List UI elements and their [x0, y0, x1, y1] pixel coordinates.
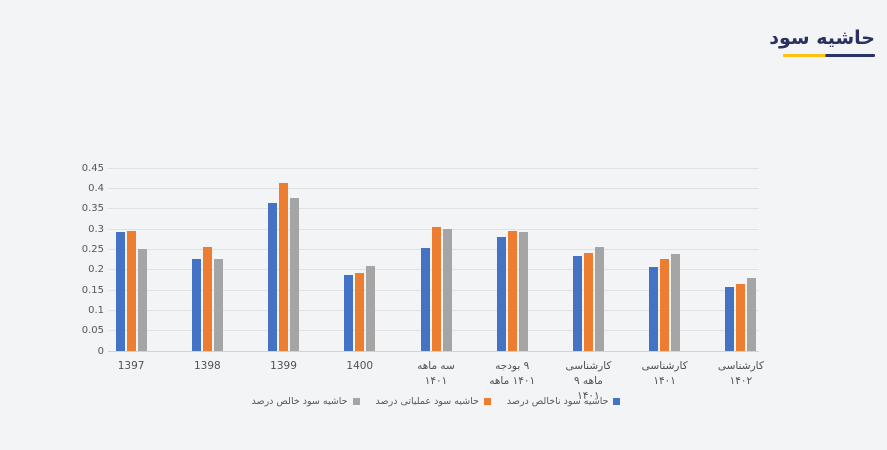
page-title: حاشیه سود — [769, 27, 875, 49]
bar-gross-margin-1 — [191, 259, 201, 351]
bar-net-margin-3 — [366, 266, 376, 351]
gridline — [108, 208, 759, 210]
bar-net-margin-1 — [213, 258, 223, 351]
x-axis-label: کارشناسی ۱۴۰۲ — [695, 359, 787, 389]
x-axis-label-line: ۱۴۰۱ — [424, 375, 448, 387]
legend-item-operating-margin: حاشیه سود عملیاتی درصد — [376, 396, 491, 407]
x-axis-label-line: ۱۴۰۲ — [729, 375, 753, 387]
y-tick-label: 0 — [97, 345, 104, 357]
bar-net-margin-6 — [594, 246, 604, 351]
bar-net-margin-5 — [518, 231, 528, 351]
bar-operating-margin-5 — [507, 230, 517, 351]
legend-swatch-icon — [613, 398, 621, 405]
x-axis-label-line: 1398 — [193, 360, 221, 372]
profit-margin-chart: 0 0.05 0.1 0.15 0.2 0.25 0.3 0.35 0.4 0.45 1397 13… — [60, 160, 805, 440]
bar-operating-margin-7 — [660, 259, 670, 351]
legend-swatch-icon — [483, 398, 491, 405]
y-tick-label: 0.1 — [88, 304, 104, 316]
bar-gross-margin-8 — [725, 287, 735, 351]
x-axis-label-line: ۹‎ ماهه — [573, 375, 603, 387]
x-axis-label-line: 1399 — [270, 360, 297, 372]
bar-net-margin-4 — [442, 228, 452, 351]
x-axis-label: کارشناسی ۹‎ ماهه ۱۴۰۱ — [542, 359, 634, 404]
legend-label: حاشیه سود عملیاتی درصد — [375, 396, 479, 407]
bar-operating-margin-1 — [202, 246, 212, 351]
x-axis-label-line: ۱۴۰۱ — [653, 375, 676, 387]
x-axis-label-line: کارشناسی — [717, 360, 764, 372]
gridline — [108, 350, 759, 352]
x-axis-label: 1400 — [314, 359, 406, 374]
x-axis-label: 1398 — [161, 359, 253, 374]
bar-gross-margin-4 — [420, 247, 430, 351]
bar-operating-margin-2 — [279, 183, 289, 351]
y-tick-label: 0.45 — [81, 162, 104, 174]
x-axis-label: 1399 — [237, 359, 329, 374]
x-axis-label-line: ماهه‎ ۱۴۰۱ — [489, 375, 536, 387]
bar-operating-margin-8 — [736, 283, 746, 351]
x-axis-label-line: بودجه‎ ۹ — [495, 360, 530, 372]
bar-gross-margin-0 — [115, 231, 125, 351]
legend-swatch-icon — [352, 398, 360, 405]
y-tick-label: 0.25 — [81, 243, 104, 255]
bar-operating-margin-0 — [126, 230, 136, 351]
legend-item-net-margin: حاشیه سود خالص درصد — [252, 396, 360, 407]
bar-gross-margin-3 — [344, 275, 354, 351]
y-tick-label: 0.3 — [88, 223, 104, 235]
y-tick-label: 0.05 — [81, 325, 104, 337]
bar-net-margin-7 — [671, 253, 681, 351]
bar-net-margin-0 — [137, 249, 147, 351]
bar-gross-margin-6 — [572, 256, 582, 351]
y-tick-label: 0.15 — [81, 284, 104, 296]
y-tick-label: 0.4 — [88, 182, 104, 194]
chart-legend: حاشیه سود خالص درصد حاشیه سود عملیاتی درص… — [93, 396, 779, 407]
x-axis-label-line: 1397 — [117, 360, 145, 372]
x-axis-label: 1397 — [85, 359, 177, 374]
bar-net-margin-8 — [747, 277, 757, 351]
page-title-block: حاشیه سود — [769, 27, 875, 57]
x-axis-label-line: 1400 — [346, 360, 374, 372]
x-axis-label-line: ۱۴۰۱ — [577, 390, 600, 402]
gridline — [108, 167, 759, 169]
x-axis-label-line: کارشناسی — [641, 360, 688, 372]
title-underline — [783, 54, 875, 57]
bar-net-margin-2 — [290, 197, 300, 351]
bar-gross-margin-2 — [268, 203, 278, 351]
bar-operating-margin-4 — [431, 226, 441, 351]
x-axis-label: بودجه‎ ۹ ماهه‎ ۱۴۰۱ — [466, 359, 558, 389]
x-axis-label-line: سه ماهه — [417, 360, 455, 372]
x-axis-label: کارشناسی ۱۴۰۱ — [619, 359, 711, 389]
plot-area — [93, 167, 779, 352]
bar-gross-margin-5 — [496, 237, 506, 351]
gridline — [108, 187, 759, 189]
legend-label: حاشیه سود خالص درصد — [251, 396, 348, 407]
legend-label: حاشیه سود ناخالص درصد — [506, 396, 609, 407]
bar-gross-margin-7 — [649, 266, 659, 351]
bar-operating-margin-6 — [583, 252, 593, 351]
x-axis-label: سه ماهه ۱۴۰۱ — [390, 359, 482, 389]
legend-item-gross-margin: حاشیه سود ناخالص درصد — [507, 396, 621, 407]
bar-operating-margin-3 — [355, 273, 365, 351]
y-tick-label: 0.35 — [81, 203, 104, 215]
y-tick-label: 0.2 — [88, 264, 104, 276]
x-axis-label-line: کارشناسی — [565, 360, 612, 372]
